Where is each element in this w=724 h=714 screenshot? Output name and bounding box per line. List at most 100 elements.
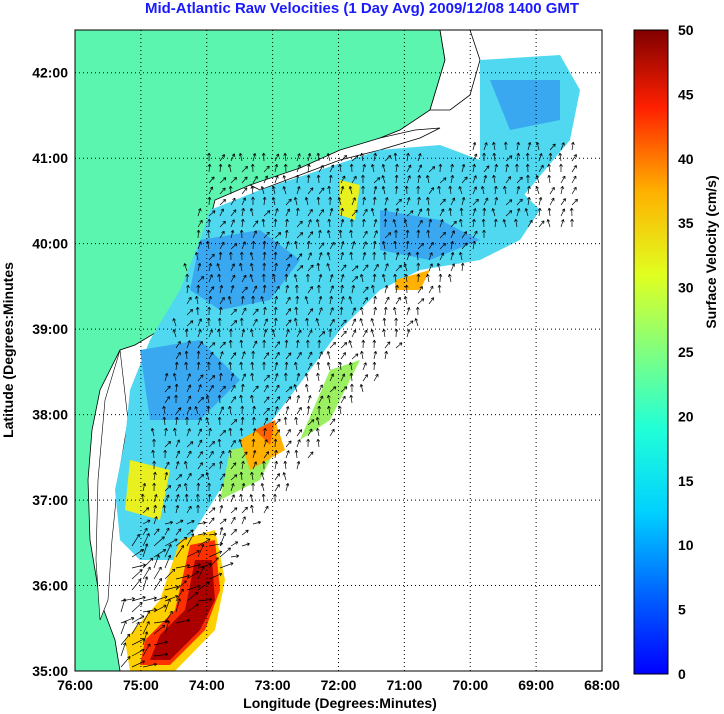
velocity-arrow bbox=[318, 164, 324, 173]
plot-frame bbox=[74, 29, 603, 672]
velocity-arrow bbox=[262, 460, 266, 470]
colorbar-tick-label: 40 bbox=[678, 151, 694, 167]
velocity-arrow bbox=[428, 187, 434, 195]
velocity-arrow bbox=[185, 416, 189, 426]
velocity-arrow bbox=[348, 361, 353, 371]
velocity-arrow bbox=[175, 563, 190, 569]
velocity-arrow bbox=[472, 218, 476, 228]
velocity-arrow bbox=[417, 174, 421, 184]
velocity-arrow bbox=[218, 251, 223, 261]
velocity-arrow bbox=[362, 297, 368, 305]
velocity-arrow bbox=[186, 428, 191, 437]
colorbar-label: Surface Velocity (cm/s) bbox=[703, 175, 719, 328]
velocity-arrow bbox=[448, 207, 453, 217]
velocity-arrow bbox=[460, 262, 465, 272]
velocity-arrow bbox=[263, 396, 270, 404]
velocity-arrow bbox=[197, 384, 202, 393]
velocity-arrow bbox=[293, 196, 298, 206]
velocity-arrow bbox=[516, 198, 523, 206]
velocity-arrow bbox=[329, 307, 334, 316]
velocity-arrow bbox=[406, 210, 414, 217]
velocity-arrow bbox=[482, 207, 487, 217]
velocity-arrow bbox=[384, 285, 389, 294]
velocity-arrow bbox=[230, 285, 235, 294]
y-axis-ticks: 35:00 36:00 37:00 38:00 39:00 40:00 41:00 42:00 bbox=[32, 65, 68, 679]
velocity-arrow bbox=[250, 361, 255, 371]
velocity-arrow bbox=[262, 251, 267, 261]
velocity-arrow bbox=[241, 165, 248, 173]
velocity-arrow bbox=[428, 166, 436, 173]
velocity-arrow bbox=[263, 427, 267, 437]
velocity-arrow bbox=[338, 405, 342, 415]
velocity-arrow bbox=[249, 252, 254, 261]
velocity-arrow bbox=[403, 219, 408, 228]
velocity-arrow bbox=[207, 152, 211, 162]
velocity-arrow bbox=[162, 504, 167, 514]
velocity-arrow bbox=[438, 273, 443, 283]
velocity-arrow bbox=[142, 566, 151, 580]
velocity-arrow bbox=[186, 519, 195, 525]
velocity-arrow bbox=[175, 494, 180, 503]
velocity-arrow bbox=[285, 198, 292, 206]
velocity-arrow bbox=[492, 141, 496, 151]
velocity-arrow bbox=[296, 164, 301, 173]
velocity-arrow bbox=[437, 284, 442, 294]
velocity-arrow bbox=[262, 240, 267, 250]
velocity-arrow bbox=[372, 361, 377, 371]
velocity-arrow bbox=[351, 353, 359, 360]
velocity-arrow bbox=[327, 405, 331, 415]
velocity-arrow bbox=[284, 361, 289, 371]
velocity-arrow bbox=[472, 186, 477, 195]
velocity-arrow bbox=[558, 152, 563, 162]
velocity-arrow bbox=[370, 329, 375, 338]
velocity-arrow bbox=[175, 450, 181, 459]
velocity-arrow bbox=[194, 406, 199, 415]
velocity-arrow bbox=[546, 219, 551, 228]
velocity-arrow bbox=[219, 351, 224, 360]
velocity-arrow bbox=[196, 504, 200, 514]
velocity-arrow bbox=[417, 208, 423, 217]
velocity-arrow bbox=[272, 273, 276, 283]
velocity-arrow bbox=[197, 521, 207, 525]
x-tick-label: 72:00 bbox=[321, 677, 357, 693]
velocity-arrow bbox=[461, 231, 467, 239]
velocity-arrow bbox=[274, 473, 281, 481]
colorbar-tick-label: 35 bbox=[678, 215, 694, 231]
velocity-arrow bbox=[197, 318, 202, 327]
velocity-arrow bbox=[338, 163, 342, 173]
y-tick-label: 37:00 bbox=[32, 492, 68, 508]
velocity-arrow bbox=[351, 197, 356, 206]
velocity-arrow bbox=[450, 252, 455, 261]
velocity-arrow bbox=[142, 596, 157, 602]
velocity-arrow bbox=[238, 152, 243, 162]
velocity-arrow bbox=[296, 232, 304, 239]
velocity-arrow bbox=[315, 218, 320, 228]
velocity-arrow bbox=[318, 331, 326, 338]
velocity-arrow bbox=[416, 185, 420, 195]
velocity-arrow bbox=[340, 352, 346, 360]
velocity-arrow bbox=[505, 163, 509, 173]
velocity-arrow bbox=[164, 441, 172, 448]
velocity-arrow bbox=[164, 598, 171, 613]
velocity-arrow bbox=[262, 196, 267, 206]
velocity-arrow bbox=[241, 451, 248, 459]
velocity-arrow bbox=[295, 295, 300, 305]
velocity-arrow bbox=[274, 396, 281, 404]
velocity-arrow bbox=[186, 309, 194, 316]
velocity-arrow bbox=[252, 416, 256, 426]
velocity-arrow bbox=[175, 519, 184, 525]
velocity-arrow bbox=[318, 242, 325, 250]
velocity-arrow bbox=[219, 385, 226, 393]
velocity-arrow bbox=[296, 439, 301, 448]
velocity-arrow bbox=[549, 197, 555, 206]
velocity-arrow bbox=[153, 516, 158, 525]
velocity-arrow bbox=[483, 165, 490, 173]
velocity-arrow bbox=[394, 185, 399, 195]
velocity-arrow bbox=[483, 197, 489, 206]
velocity-arrow bbox=[131, 660, 145, 668]
velocity-arrow bbox=[404, 273, 408, 283]
velocity-arrow bbox=[196, 361, 201, 371]
velocity-arrow bbox=[450, 163, 454, 173]
velocity-arrow bbox=[285, 218, 289, 228]
velocity-arrow bbox=[307, 428, 313, 437]
